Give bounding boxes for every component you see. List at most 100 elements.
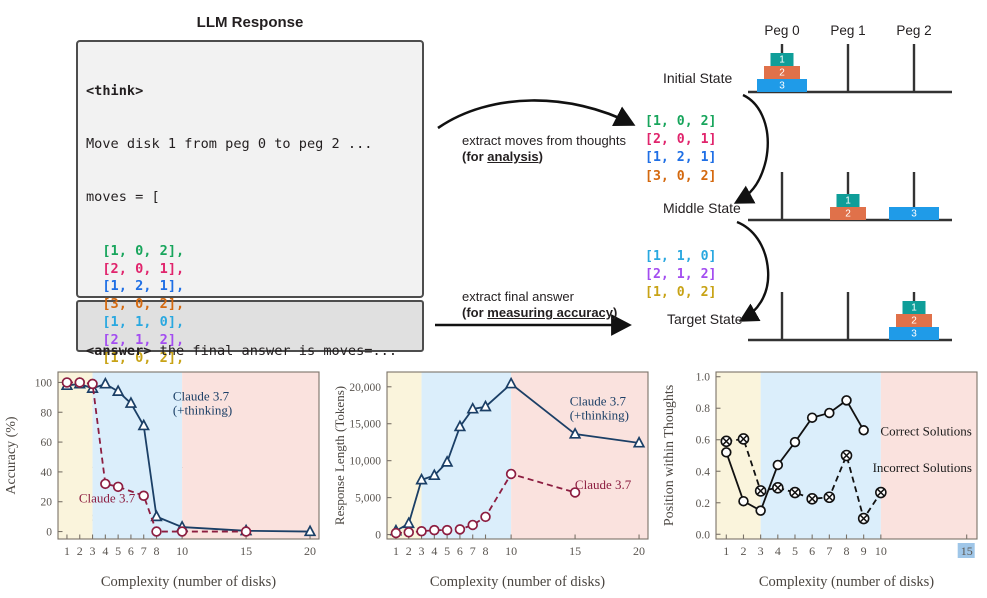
x-tick-label: 6 xyxy=(128,544,134,558)
chart-region-2 xyxy=(511,372,648,539)
chart-region-1 xyxy=(92,372,183,539)
think-moves-open: moves = [ xyxy=(86,189,160,206)
series-marker-1 xyxy=(390,527,402,539)
series-marker-1 xyxy=(754,485,767,497)
x-tick-label: 8 xyxy=(844,544,850,558)
caption-accuracy-prefix: (for xyxy=(462,305,488,320)
caption-analysis-prefix: (for xyxy=(462,149,488,164)
y-tick-label: 1.0 xyxy=(696,372,711,384)
series-marker-0 xyxy=(124,396,138,408)
series-marker-1 xyxy=(875,486,887,499)
series-line-1 xyxy=(66,381,247,533)
series-inline-label-0: (+thinking) xyxy=(570,407,629,422)
series-marker-1 xyxy=(74,377,85,388)
caption-extract-answer: extract final answer (for measuring accu… xyxy=(462,289,677,321)
svg-text:2: 2 xyxy=(911,316,917,327)
y-tick-label: 20 xyxy=(41,497,53,509)
y-tick-label: 20,000 xyxy=(349,382,381,394)
extracted-moves-bottom: [1, 1, 0] [2, 1, 2] [1, 0, 2] xyxy=(645,248,716,303)
caption-extract-moves: extract moves from thoughts (for analysi… xyxy=(462,133,677,165)
svg-text:3: 3 xyxy=(779,81,785,92)
series-marker-0 xyxy=(789,436,801,448)
y-tick-label: 0.6 xyxy=(696,435,711,447)
x-tick-label: 10 xyxy=(875,544,887,558)
series-marker-0 xyxy=(415,472,428,485)
series-marker-1 xyxy=(840,449,853,462)
series-marker-0 xyxy=(150,509,163,522)
y-tick-label: 15,000 xyxy=(349,419,381,431)
series-line-1 xyxy=(726,437,882,521)
svg-text:1: 1 xyxy=(845,196,851,207)
x-tick-label: 2 xyxy=(740,544,746,558)
answer-block xyxy=(76,300,424,352)
peg-title-1: Peg 1 xyxy=(830,23,866,38)
hanoi-disk-3 xyxy=(889,207,939,220)
series-marker-0 xyxy=(632,435,646,448)
series-marker-0 xyxy=(772,459,784,471)
x-tick-label: 10 xyxy=(176,544,188,558)
x-tick-label: 7 xyxy=(470,544,476,558)
think-move-line-0: [1, 0, 2], xyxy=(86,242,185,259)
series-marker-1 xyxy=(416,525,427,537)
caption-analysis-suffix: ) xyxy=(538,149,543,164)
hanoi-disk-1 xyxy=(770,53,794,66)
series-marker-1 xyxy=(720,435,733,448)
answer-line: <answer> the final answer is moves=... xyxy=(86,343,397,361)
svg-text:2: 2 xyxy=(779,68,785,79)
x-axis-title: Complexity (number of disks) xyxy=(759,574,934,590)
series-marker-1 xyxy=(772,481,784,494)
hanoi-disk-3 xyxy=(757,79,807,92)
caption-extract-moves-line2: (for analysis) xyxy=(462,149,677,165)
chart-frame xyxy=(57,371,320,540)
hanoi-svg: 3 2 1 2 1 3 3 2 1 xyxy=(748,44,952,342)
caption-accuracy-word: measuring accuracy xyxy=(487,305,614,320)
series-marker-0 xyxy=(858,425,869,436)
think-block xyxy=(76,40,424,298)
hanoi-disk-2 xyxy=(764,66,800,79)
series-marker-0 xyxy=(99,376,112,389)
y-tick-label: 60 xyxy=(41,437,53,449)
hanoi-disk-3 xyxy=(889,327,939,340)
x-tick-label: 1 xyxy=(64,544,70,558)
extracted-move-top-1: [2, 0, 1] xyxy=(645,132,717,148)
x-tick-label: 1 xyxy=(393,544,399,558)
series-marker-1 xyxy=(441,524,453,536)
series-marker-1 xyxy=(112,481,124,493)
series-marker-0 xyxy=(806,412,818,423)
chart-region-0 xyxy=(58,372,93,539)
x-tick-label: 8 xyxy=(483,544,489,558)
series-marker-1 xyxy=(467,519,478,531)
x-tick-label: 5 xyxy=(792,544,798,558)
svg-text:2: 2 xyxy=(845,209,851,220)
series-marker-0 xyxy=(440,455,454,467)
x-tick-label: 6 xyxy=(457,544,463,558)
chart-frame xyxy=(386,371,649,540)
series-marker-1 xyxy=(789,486,801,499)
x-tick-label: 4 xyxy=(431,544,437,558)
series-marker-0 xyxy=(137,418,150,431)
state-label-initial: Initial State xyxy=(663,70,733,86)
svg-text:1: 1 xyxy=(911,303,917,314)
caption-accuracy-suffix: ) xyxy=(613,305,618,320)
series-inline-label-1: Claude 3.7 xyxy=(575,477,632,492)
y-tick-label: 5,000 xyxy=(355,493,381,505)
series-marker-1 xyxy=(429,524,440,536)
think-move-line-3: [3, 0, 2], xyxy=(86,296,185,313)
extracted-move-bottom-2: [1, 0, 2] xyxy=(645,285,717,301)
chart-svg-response-length: 0 5,000 10,000 15,000 20,000 1 2 3 4 5 6 7 8 10 15 20 Co… xyxy=(332,371,649,590)
x-axis-title: Complexity (number of disks) xyxy=(101,574,276,590)
chart-svg-accuracy: 0 20 40 60 80 100 1 2 3 4 5 6 7 8 10 15 20 Complexity (nu… xyxy=(4,371,320,590)
chart-position-within-thoughts: 0.0 0.2 0.4 0.6 0.8 1.0 1 2 3 4 5 6 7 8 9 10 15 Complexit… xyxy=(658,360,987,593)
series-marker-0 xyxy=(303,524,317,537)
chart-svg-position-within-thoughts: 0.0 0.2 0.4 0.6 0.8 1.0 1 2 3 4 5 6 7 8 9 10 15 Complexit… xyxy=(662,371,978,590)
llm-response-title: LLM Response xyxy=(196,14,304,31)
answer-text: the final answer is moves=... xyxy=(151,342,398,359)
series-inline-label-1: Claude 3.7 xyxy=(79,490,136,505)
y-tick-label: 10,000 xyxy=(349,456,381,468)
x-tick-label: 20 xyxy=(304,544,316,558)
series-marker-1 xyxy=(87,378,98,390)
y-tick-label: 0.4 xyxy=(696,466,711,478)
y-axis-title: Response Length (Tokens) xyxy=(332,386,347,525)
x-tick-label: 5 xyxy=(444,544,450,558)
x-tick-label: 4 xyxy=(102,544,108,558)
